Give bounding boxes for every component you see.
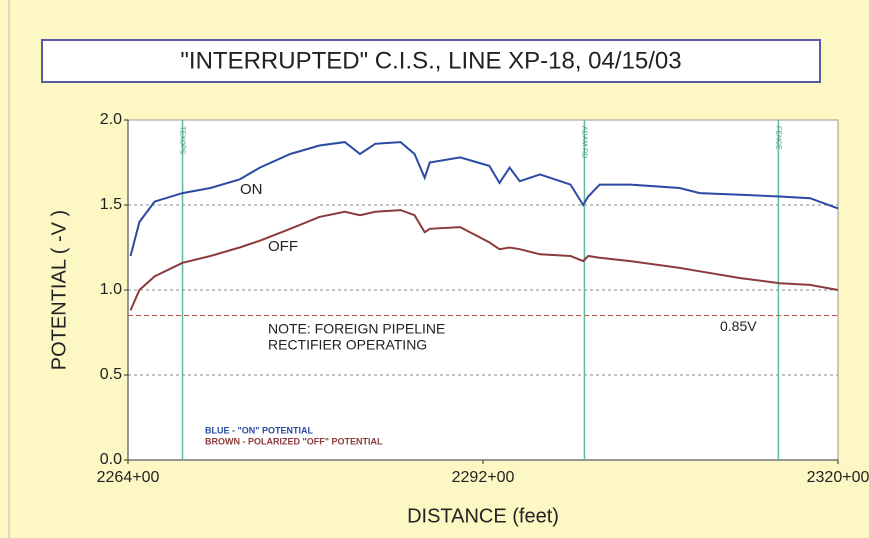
y-tick-label: 0.5 <box>100 366 122 383</box>
y-tick-label: 1.0 <box>100 281 122 298</box>
y-axis-label: POTENTIAL ( -V ) <box>48 210 70 370</box>
y-tick-label: 0.0 <box>100 451 122 468</box>
y-tick-label: 2.0 <box>100 111 122 128</box>
marker-label: TEXOPS <box>179 126 186 155</box>
x-tick-label: 2320+00 <box>807 469 869 486</box>
note-line: NOTE: FOREIGN PIPELINE <box>268 321 445 337</box>
series-label: OFF <box>268 238 298 255</box>
note-line: RECTIFIER OPERATING <box>268 337 427 353</box>
legend-note: BROWN - POLARIZED "OFF" POTENTIAL <box>205 436 383 446</box>
x-tick-label: 2292+00 <box>452 469 515 486</box>
marker-label: ADAM RD <box>581 126 588 158</box>
title-box <box>41 39 821 83</box>
x-tick-label: 2264+00 <box>97 469 160 486</box>
y-tick-label: 1.5 <box>100 196 122 213</box>
series-label: ON <box>240 181 263 198</box>
series-line <box>129 209 839 311</box>
series-line <box>129 141 839 257</box>
legend-note: BLUE - "ON" POTENTIAL <box>205 425 314 435</box>
marker-label: FENCE <box>775 126 782 150</box>
chart-title: "INTERRUPTED" C.I.S., LINE XP-18, 04/15/… <box>180 47 681 74</box>
x-axis-label: DISTANCE (feet) <box>407 505 559 527</box>
reference-label: 0.85V <box>720 318 757 334</box>
